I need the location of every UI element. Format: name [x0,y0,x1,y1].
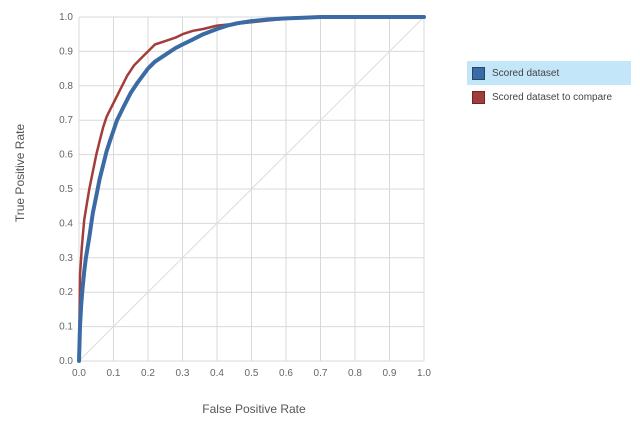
x-tick-label: 0.3 [176,368,190,379]
x-tick-label: 0.6 [279,368,293,379]
legend-item-scored-dataset-to-compare[interactable]: Scored dataset to compare [467,85,631,109]
y-tick-labels: 0.0 0.1 0.2 0.3 0.4 0.5 0.6 0.7 0.8 0.9 1.0 [59,12,73,367]
diagonal-reference-line [78,16,425,362]
y-tick-label: 0.2 [59,287,73,298]
legend-swatch-red [472,90,485,104]
y-tick-label: 0.1 [59,322,73,333]
x-tick-label: 0.9 [383,368,397,379]
y-tick-label: 0.7 [59,115,73,126]
x-tick-label: 0.7 [314,368,328,379]
y-tick-label: 0.6 [59,150,73,161]
y-tick-label: 0.4 [59,218,73,229]
x-tick-label: 0.1 [107,368,121,379]
y-tick-label: 0.5 [59,184,73,195]
x-tick-label: 0.0 [72,368,86,379]
x-axis-title: False Positive Rate [202,402,306,416]
series-line-scored-dataset [77,15,426,363]
chart-legend: Scored dataset Scored dataset to compare [467,61,631,109]
y-tick-label: 1.0 [59,12,73,23]
x-tick-label: 0.2 [141,368,155,379]
x-tick-label: 1.0 [417,368,431,379]
legend-label: Scored dataset to compare [492,91,613,103]
legend-swatch-blue [472,66,485,80]
y-tick-label: 0.3 [59,253,73,264]
x-tick-label: 0.4 [210,368,224,379]
legend-item-scored-dataset[interactable]: Scored dataset [467,61,631,85]
series-lines [77,15,426,363]
x-tick-label: 0.8 [348,368,362,379]
legend-label: Scored dataset [492,67,560,79]
y-tick-label: 0.9 [59,46,73,57]
y-tick-label: 0.8 [59,81,73,92]
x-tick-label: 0.5 [245,368,259,379]
y-tick-label: 0.0 [59,356,73,367]
x-tick-labels: 0.0 0.1 0.2 0.3 0.4 0.5 0.6 0.7 0.8 0.9 1.0 [72,368,431,379]
y-axis-title: True Positive Rate [13,124,27,223]
